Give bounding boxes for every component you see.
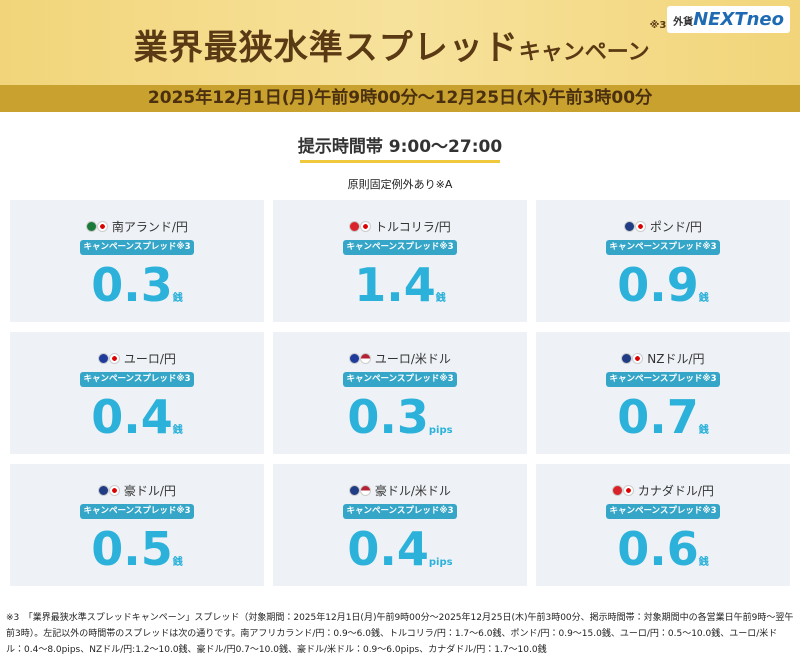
section-title: 提示時間帯 9:00〜27:00 bbox=[297, 137, 503, 157]
value-number: 0.3 bbox=[347, 390, 429, 444]
pair-row: 豪ドル/円 bbox=[10, 482, 264, 499]
value-number: 0.4 bbox=[347, 522, 429, 576]
spread-card: 南アランド/円キャンペーンスプレッド※3 0.3銭 bbox=[10, 200, 264, 322]
value-unit: 銭 bbox=[172, 425, 183, 436]
pair-name: ユーロ/円 bbox=[123, 352, 176, 366]
flag bbox=[635, 221, 647, 232]
value-unit: 銭 bbox=[698, 293, 709, 304]
flag bbox=[97, 221, 109, 232]
flag bbox=[632, 353, 644, 364]
pair-name: 豪ドル/米ドル bbox=[374, 484, 451, 498]
badge: キャンペーンスプレッド※3 bbox=[343, 504, 457, 519]
spread-card: カナダドル/円キャンペーンスプレッド※3 0.6銭 bbox=[536, 464, 790, 586]
value-unit: 銭 bbox=[698, 557, 709, 568]
pair-name: トルコリラ/円 bbox=[375, 220, 451, 234]
spread-card: 豪ドル/円キャンペーンスプレッド※3 0.5銭 bbox=[10, 464, 264, 586]
spread-value: 0.5銭 bbox=[10, 522, 264, 576]
flag bbox=[360, 353, 372, 364]
value-number: 0.3 bbox=[91, 258, 173, 312]
spread-card: ポンド/円キャンペーンスプレッド※3 0.9銭 bbox=[536, 200, 790, 322]
badge: キャンペーンスプレッド※3 bbox=[606, 240, 720, 255]
pair-row: ユーロ/円 bbox=[10, 350, 264, 367]
value-unit: 銭 bbox=[435, 293, 446, 304]
logo: 外貨NEXTneo bbox=[667, 6, 790, 33]
badge: キャンペーンスプレッド※3 bbox=[343, 240, 457, 255]
badge: キャンペーンスプレッド※3 bbox=[80, 372, 194, 387]
flag bbox=[86, 221, 98, 232]
flag bbox=[624, 221, 636, 232]
pair-row: NZドル/円 bbox=[536, 350, 790, 367]
value-number: 0.7 bbox=[617, 390, 699, 444]
value-number: 0.6 bbox=[617, 522, 699, 576]
period: 2025年12月1日(月)午前9時00分～12月25日(木)午前3時00分 bbox=[0, 85, 800, 112]
flag bbox=[349, 221, 361, 232]
spread-value: 0.3pips bbox=[273, 390, 527, 444]
flag bbox=[98, 485, 110, 496]
footnote: ※3 「業界最狭水準スプレッドキャンペーン」スプレッド（対象期間：2025年12… bbox=[6, 610, 794, 658]
flag bbox=[349, 485, 361, 496]
pair-name: 南アランド/円 bbox=[111, 220, 188, 234]
banner: 業界最狭水準スプレッドキャンペーン ※3 外貨NEXTneo bbox=[0, 0, 800, 85]
badge: キャンペーンスプレッド※3 bbox=[343, 372, 457, 387]
spread-card: トルコリラ/円キャンペーンスプレッド※3 1.4銭 bbox=[273, 200, 527, 322]
title-sub: キャンペーン bbox=[518, 40, 650, 65]
flag bbox=[612, 485, 624, 496]
value-number: 0.5 bbox=[91, 522, 173, 576]
underline bbox=[300, 160, 500, 163]
pair-name: NZドル/円 bbox=[647, 352, 705, 366]
flag bbox=[621, 353, 633, 364]
flag bbox=[360, 485, 372, 496]
flag bbox=[349, 353, 361, 364]
badge: キャンペーンスプレッド※3 bbox=[606, 372, 720, 387]
pair-name: 豪ドル/円 bbox=[123, 484, 176, 498]
pair-row: カナダドル/円 bbox=[536, 482, 790, 499]
flag bbox=[109, 485, 121, 496]
title-note: ※3 bbox=[649, 20, 667, 31]
pair-name: ユーロ/米ドル bbox=[374, 352, 451, 366]
logo-main: NEXTneo bbox=[693, 9, 784, 30]
footnote-mark: ※3 bbox=[6, 613, 20, 623]
pair-name: カナダドル/円 bbox=[637, 484, 714, 498]
value-unit: 銭 bbox=[172, 293, 183, 304]
title-main: 業界最狭水準スプレッド bbox=[133, 28, 519, 68]
footnote-text: 「業界最狭水準スプレッドキャンペーン」スプレッド（対象期間：2025年12月1日… bbox=[6, 613, 794, 655]
logo-small: 外貨 bbox=[673, 17, 694, 28]
pair-row: ポンド/円 bbox=[536, 218, 790, 235]
flag bbox=[109, 353, 121, 364]
spread-card: NZドル/円キャンペーンスプレッド※3 0.7銭 bbox=[536, 332, 790, 454]
pair-row: 南アランド/円 bbox=[10, 218, 264, 235]
value-unit: 銭 bbox=[698, 425, 709, 436]
flag bbox=[98, 353, 110, 364]
section-subtitle: 原則固定例外あり※A bbox=[347, 178, 453, 191]
spread-value: 0.6銭 bbox=[536, 522, 790, 576]
value-unit: pips bbox=[428, 425, 453, 436]
spread-value: 0.9銭 bbox=[536, 258, 790, 312]
campaign-title: 業界最狭水準スプレッドキャンペーン ※3 bbox=[0, 20, 800, 69]
pair-row: 豪ドル/米ドル bbox=[273, 482, 527, 499]
pair-row: トルコリラ/円 bbox=[273, 218, 527, 235]
spread-value: 0.7銭 bbox=[536, 390, 790, 444]
value-number: 1.4 bbox=[354, 258, 436, 312]
spread-card: ユーロ/米ドルキャンペーンスプレッド※3 0.3pips bbox=[273, 332, 527, 454]
pair-row: ユーロ/米ドル bbox=[273, 350, 527, 367]
value-number: 0.4 bbox=[91, 390, 173, 444]
value-number: 0.9 bbox=[617, 258, 699, 312]
spread-card: 豪ドル/米ドルキャンペーンスプレッド※3 0.4pips bbox=[273, 464, 527, 586]
badge: キャンペーンスプレッド※3 bbox=[80, 240, 194, 255]
badge: キャンペーンスプレッド※3 bbox=[606, 504, 720, 519]
flag bbox=[623, 485, 635, 496]
spread-card: ユーロ/円キャンペーンスプレッド※3 0.4銭 bbox=[10, 332, 264, 454]
value-unit: pips bbox=[428, 557, 453, 568]
flag bbox=[360, 221, 372, 232]
spread-value: 0.4銭 bbox=[10, 390, 264, 444]
spread-value: 0.4pips bbox=[273, 522, 527, 576]
pair-name: ポンド/円 bbox=[649, 220, 702, 234]
spread-value: 0.3銭 bbox=[10, 258, 264, 312]
badge: キャンペーンスプレッド※3 bbox=[80, 504, 194, 519]
value-unit: 銭 bbox=[172, 557, 183, 568]
spread-value: 1.4銭 bbox=[273, 258, 527, 312]
